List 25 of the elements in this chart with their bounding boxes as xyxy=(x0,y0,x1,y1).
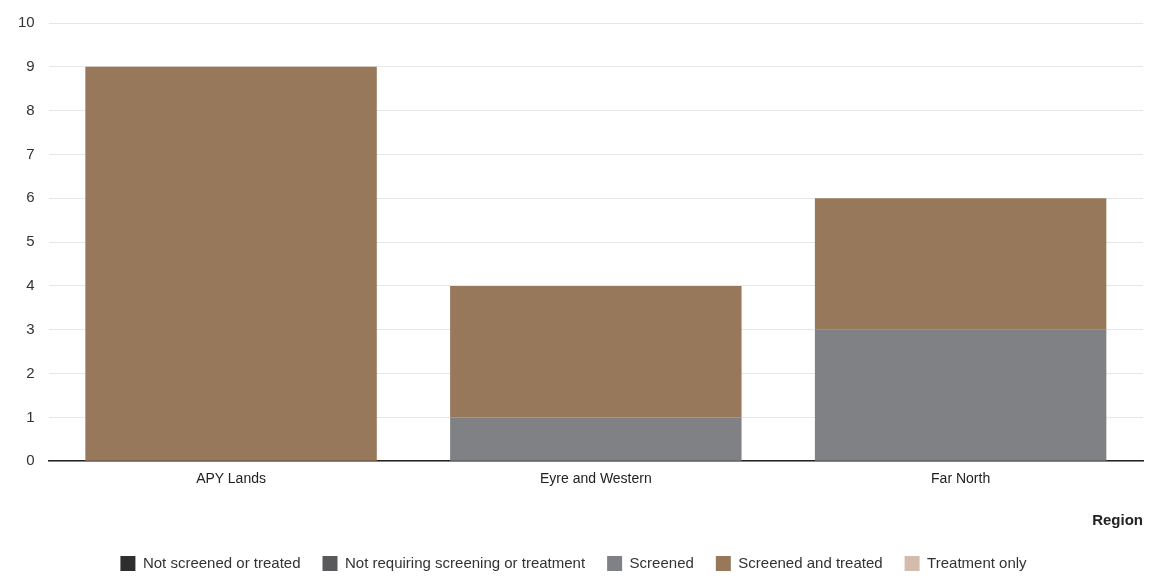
y-tick-label: 8 xyxy=(26,100,35,118)
bar xyxy=(450,285,742,418)
legend-label: Not requiring screening or treatment xyxy=(345,553,586,571)
y-tick-label: 0 xyxy=(26,451,35,469)
bar xyxy=(814,198,1107,330)
legend-label: Screened xyxy=(629,553,694,571)
y-tick-label: 9 xyxy=(26,56,35,74)
x-tick-label: Far North xyxy=(931,470,991,487)
y-tick-label: 1 xyxy=(26,407,35,425)
y-tick-label: 2 xyxy=(26,363,35,381)
bar xyxy=(85,66,377,461)
x-tick-label: Eyre and Western xyxy=(539,470,652,487)
bar xyxy=(814,329,1107,461)
bar xyxy=(450,417,742,461)
legend-label: Treatment only xyxy=(927,553,1028,571)
y-tick-label: 4 xyxy=(26,276,35,294)
y-tick-label: 6 xyxy=(26,188,35,206)
x-tick-label: APY Lands xyxy=(196,470,266,487)
y-tick-label: 3 xyxy=(26,319,35,337)
y-tick-label: 7 xyxy=(26,144,35,162)
y-tick-label: 10 xyxy=(18,13,35,31)
y-tick-label: 5 xyxy=(26,232,35,250)
x-axis-title: Region xyxy=(1092,511,1143,529)
legend-label: Not screened or treated xyxy=(142,553,301,571)
legend-label: Screened and treated xyxy=(738,553,883,571)
